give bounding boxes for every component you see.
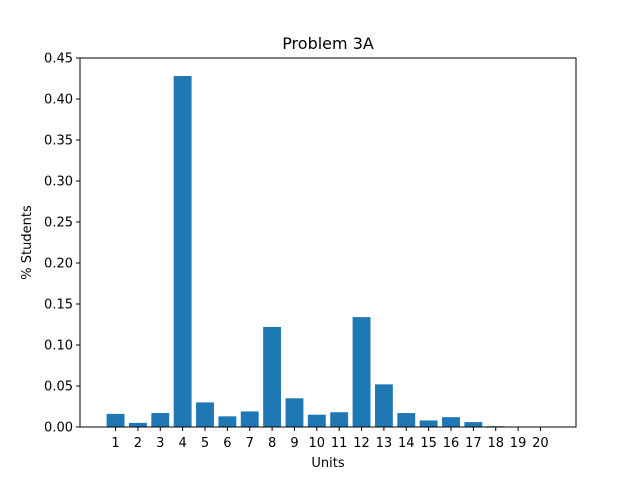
y-tick-label: 0.40	[44, 93, 73, 108]
bar-13	[374, 384, 393, 427]
x-tick-label: 11	[331, 436, 348, 451]
bar-9	[285, 398, 304, 427]
x-tick-label: 13	[376, 436, 393, 451]
x-tick-label: 15	[420, 436, 437, 451]
plot-frame	[79, 57, 577, 428]
x-tick-label: 18	[487, 436, 504, 451]
bar-11	[330, 412, 349, 427]
bar-2	[128, 422, 147, 427]
y-tick-label: 0.15	[44, 298, 73, 313]
x-tick-label: 12	[353, 436, 370, 451]
bar-16	[442, 417, 460, 427]
bar-6	[218, 416, 237, 427]
x-tick-label: 9	[290, 436, 298, 451]
x-axis-ticks: 1 2 3 4 5 6 7 8 9 10 11 12 13 14 15 16 17 18 19 20	[111, 427, 549, 451]
x-axis-label: Units	[311, 456, 344, 471]
bar-15	[419, 420, 438, 427]
x-tick-label: 5	[201, 436, 209, 451]
x-tick-label: 1	[111, 436, 119, 451]
x-tick-label: 8	[268, 436, 276, 451]
bar-17	[464, 422, 483, 427]
y-tick-label: 0.00	[44, 421, 73, 436]
x-tick-label: 17	[465, 436, 482, 451]
x-tick-label: 7	[246, 436, 254, 451]
chart-title: Problem 3A	[282, 34, 374, 53]
bar-1	[106, 413, 125, 427]
x-tick-label: 4	[179, 436, 187, 451]
bar-12	[352, 317, 371, 427]
bar-14	[397, 413, 416, 427]
x-tick-label: 20	[532, 436, 549, 451]
bars-group	[106, 76, 505, 427]
y-tick-label: 0.45	[44, 52, 73, 67]
bar-5	[196, 402, 214, 427]
bar-10	[307, 414, 326, 427]
y-axis-label: % Students	[20, 205, 35, 280]
bar-7	[240, 411, 259, 427]
bar-3	[151, 413, 170, 427]
bar-4	[173, 76, 192, 427]
x-tick-label: 2	[134, 436, 142, 451]
y-tick-label: 0.25	[44, 216, 73, 231]
y-tick-label: 0.30	[44, 175, 73, 190]
x-tick-label: 14	[398, 436, 415, 451]
x-tick-label: 3	[156, 436, 164, 451]
y-tick-label: 0.20	[44, 257, 73, 272]
bar-8	[263, 326, 282, 427]
x-tick-label: 6	[223, 436, 231, 451]
x-tick-label: 16	[443, 436, 460, 451]
y-tick-label: 0.10	[44, 339, 73, 354]
y-tick-label: 0.35	[44, 134, 73, 149]
x-tick-label: 10	[309, 436, 326, 451]
x-tick-label: 19	[510, 436, 527, 451]
y-tick-label: 0.05	[44, 380, 73, 395]
y-axis-ticks: 0.00 0.05 0.10 0.15 0.20 0.25 0.30 0.35 0.40 0.45	[44, 52, 80, 436]
